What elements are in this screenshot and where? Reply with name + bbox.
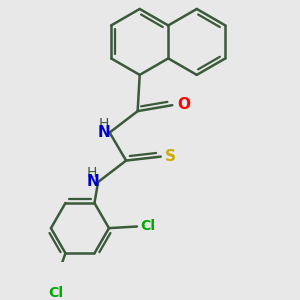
Text: O: O [177,97,190,112]
Text: H: H [98,117,109,131]
Text: N: N [98,125,111,140]
Text: Cl: Cl [48,286,63,300]
Text: S: S [165,149,176,164]
Text: Cl: Cl [141,220,156,233]
Text: H: H [87,166,97,180]
Text: N: N [86,175,99,190]
